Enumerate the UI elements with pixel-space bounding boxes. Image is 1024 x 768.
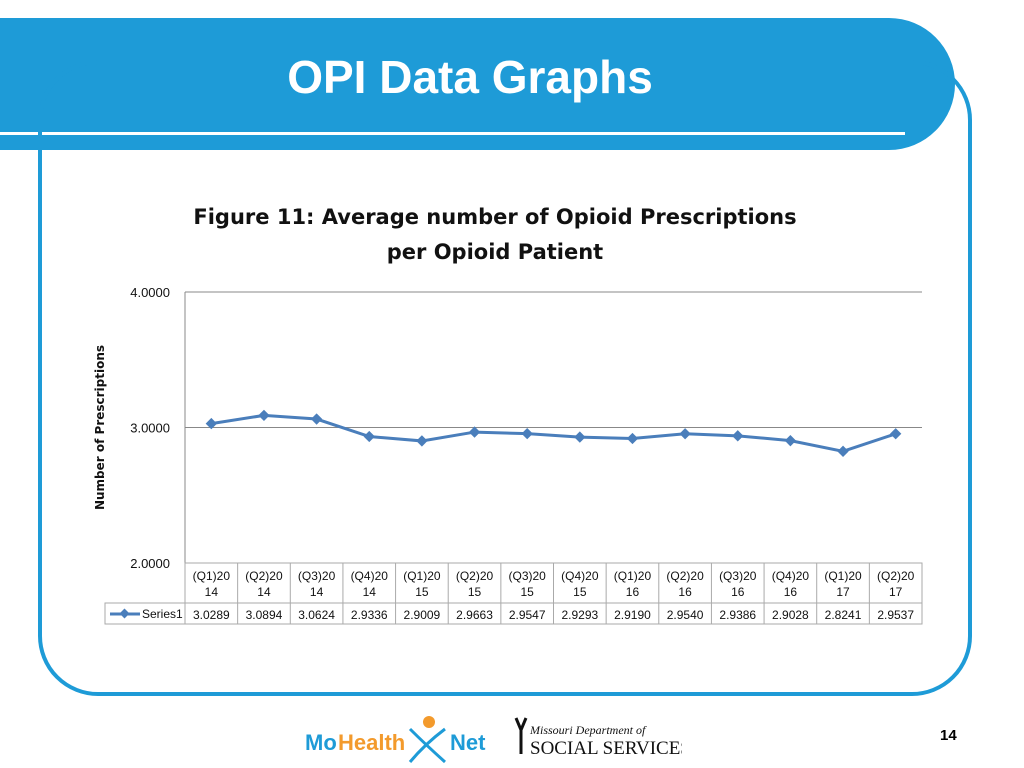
data-point: [205, 417, 217, 430]
data-point: [784, 435, 797, 447]
data-point: [890, 428, 902, 440]
x-tick-label: (Q2)20: [666, 569, 704, 583]
data-point: [837, 445, 849, 457]
mohealthnet-logo: Mo Health Net: [305, 716, 486, 764]
x-tick-label: (Q3)20: [508, 569, 546, 583]
data-table-value: 3.0894: [246, 608, 283, 622]
data-table-value: 2.9009: [404, 608, 441, 622]
x-tick-label: 14: [257, 585, 271, 599]
data-table-value: 2.9336: [351, 608, 388, 622]
data-table-value: 2.9663: [456, 608, 493, 622]
x-tick-label: 15: [520, 585, 534, 599]
data-point: [416, 435, 428, 447]
x-tick-label: 16: [678, 585, 692, 599]
chart-title: Figure 11: Average number of Opioid Pres…: [193, 205, 797, 264]
x-tick-label: (Q2)20: [877, 569, 915, 583]
data-table-value: 2.9386: [719, 608, 756, 622]
x-tick-label: (Q1)20: [193, 569, 231, 583]
legend-marker: [119, 608, 130, 619]
svg-text:SOCIAL SERVICES: SOCIAL SERVICES: [530, 738, 682, 759]
x-tick-label: (Q2)20: [456, 569, 494, 583]
legend-label: Series1: [142, 607, 183, 621]
data-table-value: 2.9537: [877, 608, 914, 622]
data-point: [258, 409, 270, 422]
series-line: [211, 413, 897, 453]
x-tick-label: 16: [626, 585, 640, 599]
x-tick-label: 17: [889, 585, 903, 599]
social-services-logo: Missouri Department of SOCIAL SERVICES: [514, 717, 682, 759]
x-tick-label: 14: [205, 585, 219, 599]
x-tick-label: (Q3)20: [719, 569, 757, 583]
svg-text:Missouri Department of: Missouri Department of: [529, 723, 647, 737]
page-number: 14: [940, 727, 957, 744]
y-tick-label: 2.0000: [130, 556, 170, 571]
x-tick-label: 17: [836, 585, 850, 599]
data-table-value: 3.0624: [298, 608, 335, 622]
data-table-value: 2.8241: [825, 608, 862, 622]
x-tick-label: 15: [468, 585, 482, 599]
x-tick-label: (Q4)20: [561, 569, 599, 583]
data-point: [310, 413, 323, 425]
data-table-value: 3.0289: [193, 608, 230, 622]
x-tick-label: 16: [784, 585, 798, 599]
svg-text:Mo: Mo: [305, 730, 337, 755]
x-tick-label: (Q1)20: [403, 569, 441, 583]
data-table-value: 2.9540: [667, 608, 704, 622]
x-tick-label: (Q4)20: [772, 569, 810, 583]
data-point: [679, 428, 691, 440]
data-point: [626, 432, 639, 445]
x-tick-label: (Q2)20: [245, 569, 283, 583]
data-point: [732, 430, 744, 442]
x-tick-label: 16: [731, 585, 745, 599]
data-table-value: 2.9190: [614, 608, 651, 622]
x-tick-label: (Q3)20: [298, 569, 336, 583]
header-band: [0, 18, 955, 150]
x-tick-label: (Q1)20: [824, 569, 862, 583]
data-table-series-row: [104, 602, 923, 625]
x-tick-label: 15: [573, 585, 587, 599]
y-axis-label: Number of Prescriptions: [93, 345, 107, 510]
data-table-value: 2.9028: [772, 608, 809, 622]
data-point: [468, 426, 481, 438]
data-point: [574, 431, 586, 443]
header-divider: [0, 132, 905, 135]
data-point: [363, 430, 375, 443]
data-table-value: 2.9547: [509, 608, 546, 622]
y-tick-label: 3.0000: [130, 421, 170, 436]
svg-text:Health: Health: [338, 730, 405, 755]
x-tick-label: 14: [363, 585, 377, 599]
content-frame: [38, 60, 972, 696]
x-tick-label: (Q4)20: [351, 569, 389, 583]
data-table-value: 2.9293: [561, 608, 598, 622]
y-tick-label: 4.0000: [130, 285, 170, 300]
svg-text:Net: Net: [450, 730, 486, 755]
x-tick-label: 15: [415, 585, 429, 599]
x-tick-label: (Q1)20: [614, 569, 652, 583]
page-title: OPI Data Graphs: [287, 51, 653, 103]
data-point: [521, 427, 533, 440]
x-tick-label: 14: [310, 585, 324, 599]
